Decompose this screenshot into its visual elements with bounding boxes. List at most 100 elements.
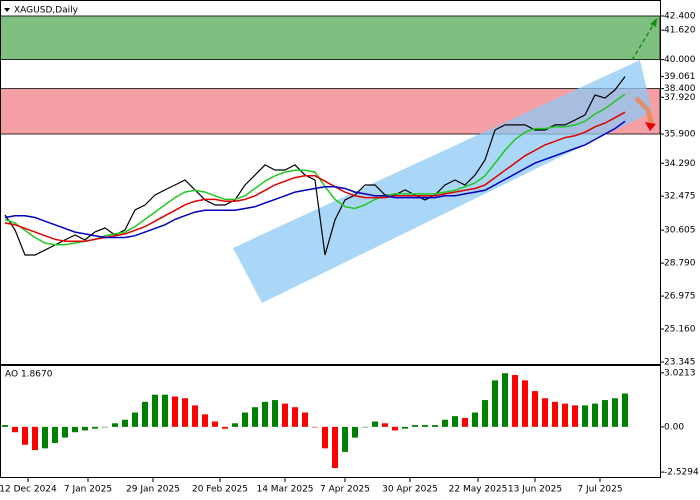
ao-bar (232, 423, 238, 427)
y-tick-label: 42.400 (664, 11, 696, 21)
ao-bar (402, 426, 408, 429)
ao-bar (112, 423, 118, 427)
ao-bar (272, 400, 278, 427)
ao-bar (122, 419, 128, 427)
ao-bar (552, 401, 558, 427)
ao-bar (522, 380, 528, 427)
ao-bar (152, 394, 158, 427)
ao-bar (592, 403, 598, 427)
ao-bar (252, 407, 258, 427)
down-hint (634, 96, 655, 127)
zone (0, 15, 661, 60)
y-tick-label: 30.605 (664, 226, 696, 236)
ao-bar (502, 373, 508, 427)
y-tick-label: 26.975 (664, 292, 696, 302)
y-tick-label: 32.475 (664, 192, 696, 202)
y-tick-label: 34.290 (664, 159, 696, 169)
x-tick-label: 22 May 2025 (449, 485, 508, 495)
ao-bar (292, 407, 298, 427)
ao-bar (392, 426, 398, 431)
ao-bar (602, 400, 608, 427)
ao-bar (512, 375, 518, 427)
y-tick-label: 40.000 (664, 55, 696, 65)
ao-bar (332, 426, 338, 468)
x-tick-label: 13 Jun 2025 (508, 485, 562, 495)
moving-average (4, 93, 626, 246)
x-tick-label: 7 Jan 2025 (64, 485, 112, 495)
y-tick-label: 35.900 (664, 130, 696, 140)
ao-pane (0, 365, 661, 478)
ao-bar (412, 425, 418, 427)
ao-bar (42, 426, 48, 449)
ao-bar (102, 426, 108, 428)
ao-bar (12, 426, 18, 433)
ao-bar (382, 423, 388, 427)
x-tick-label: 7 Jul 2025 (577, 485, 622, 495)
ao-bar (202, 414, 208, 427)
x-tick-label: 29 Jan 2025 (126, 485, 180, 495)
y-tick-label: 39.061 (664, 72, 696, 82)
ao-bar (622, 393, 628, 427)
up-arrow (631, 21, 656, 61)
x-tick-label: 30 Apr 2025 (382, 485, 438, 495)
main-pane (0, 0, 661, 365)
ao-bar (422, 425, 428, 427)
chart-title: XAGUSD,Daily (14, 6, 79, 16)
plot (2, 76, 628, 468)
y-tick-label: 41.620 (664, 26, 696, 36)
ao-bar (312, 426, 318, 428)
ao-bar (532, 391, 538, 427)
ao-bar (462, 417, 468, 427)
ao-bar (192, 405, 198, 427)
ao-bar (572, 405, 578, 427)
x-tick-label: 7 Apr 2025 (320, 485, 370, 495)
ao-bar (322, 426, 328, 449)
ao-bar (542, 398, 548, 427)
ao-bar (302, 412, 308, 427)
ao-bar (32, 426, 38, 451)
ao-bar (182, 398, 188, 427)
ao-bar (472, 412, 478, 427)
moving-average (4, 120, 626, 239)
ao-bar (142, 401, 148, 427)
down-arrow-head (645, 122, 656, 131)
ao-bar (452, 416, 458, 427)
trend-channel (233, 60, 652, 303)
ao-title: AO 1.8670 (5, 370, 53, 380)
y-tick-label: 0.00 (664, 422, 684, 432)
ao-bar (282, 403, 288, 427)
y-tick-label: 28.790 (664, 259, 696, 269)
y-tick-label: 23.345 (664, 358, 696, 368)
ao-bar (132, 412, 138, 427)
y-tick-label: 38.400 (664, 84, 696, 94)
ao-bar (612, 398, 618, 427)
ao-bar (172, 396, 178, 427)
ao-bar (162, 394, 168, 427)
ao-bar (212, 421, 218, 427)
ao-bar (262, 401, 268, 427)
up-arrow-head (650, 18, 657, 27)
ao-bar (2, 425, 8, 427)
ao-bar (432, 425, 438, 427)
ao-bar (342, 426, 348, 452)
ao-bar (82, 426, 88, 431)
x-tick-label: 12 Dec 2024 (0, 485, 57, 495)
price-line (4, 76, 626, 256)
ao-bar (372, 421, 378, 427)
ao-bar (492, 380, 498, 427)
ao-bar (62, 426, 68, 438)
y-tick-label: 25.160 (664, 325, 696, 335)
ao-bar (242, 412, 248, 427)
ao-bar (22, 426, 28, 445)
x-tick-label: 20 Feb 2025 (192, 485, 248, 495)
x-tick-label: 14 Mar 2025 (256, 485, 313, 495)
ao-bar (352, 426, 358, 438)
ao-bar (562, 403, 568, 427)
ao-bar (582, 405, 588, 427)
ao-bar (92, 426, 98, 429)
menu-icon (4, 8, 10, 12)
ao-bar (222, 426, 228, 429)
ao-bar (52, 426, 58, 443)
ao-bar (362, 426, 368, 428)
